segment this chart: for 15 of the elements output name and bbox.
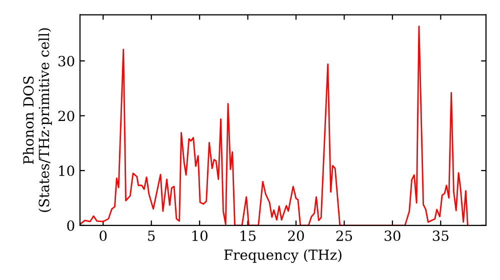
y-tick-label: 30 [58,56,74,66]
x-tick-label: 35 [432,230,448,242]
x-tick-label: 5 [148,230,155,242]
y-axis-title: Phonon DOS (States/THz·primitive cell) [22,28,52,212]
y-tick-label: 20 [58,110,74,122]
x-tick-label: 10 [192,230,208,242]
y-tick-label: 10 [59,166,74,176]
x-axis-title: Frequency (THz) [224,249,342,263]
line-series [80,26,468,226]
y-tick-label: 0 [67,220,74,231]
x-tick-label: 25 [336,230,352,242]
x-tick-label: 0 [100,230,107,242]
x-tick-label: 15 [240,230,256,242]
x-tick-label: 30 [384,230,400,242]
x-tick-label: 20 [288,230,304,242]
